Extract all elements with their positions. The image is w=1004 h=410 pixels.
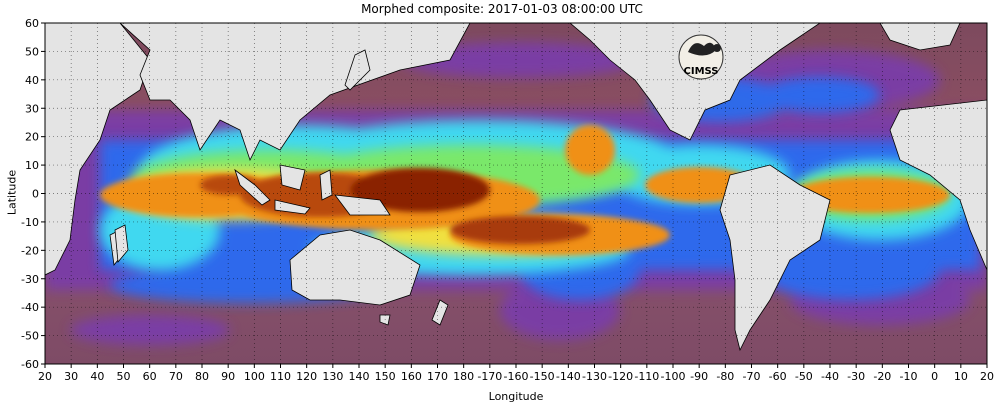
x-tick-label: 60 — [143, 370, 157, 383]
y-tick-label: 40 — [25, 74, 39, 87]
chart-title: Morphed composite: 2017-01-03 08:00:00 U… — [361, 2, 643, 16]
x-tick-label: -100 — [661, 370, 686, 383]
y-tick-label: -10 — [21, 216, 39, 229]
y-tick-label: 50 — [25, 45, 39, 58]
y-tick-label: -30 — [21, 273, 39, 286]
x-tick-label: -150 — [530, 370, 555, 383]
x-tick-label: 100 — [244, 370, 265, 383]
y-tick-label: 60 — [25, 17, 39, 30]
x-tick-label: 10 — [954, 370, 968, 383]
map-grid — [45, 23, 987, 364]
x-tick-label: -120 — [608, 370, 633, 383]
x-tick-label: 120 — [296, 370, 317, 383]
x-tick-label: -160 — [504, 370, 529, 383]
x-tick-label: -70 — [743, 370, 761, 383]
x-tick-label: 160 — [401, 370, 422, 383]
x-tick-label: -40 — [821, 370, 839, 383]
x-tick-label: -140 — [556, 370, 581, 383]
x-tick-label: 150 — [375, 370, 396, 383]
y-tick-label: 30 — [25, 102, 39, 115]
logo-text: CIMSS — [684, 66, 719, 77]
x-tick-label: 40 — [90, 370, 104, 383]
x-tick-label: 110 — [270, 370, 291, 383]
x-tick-label: 130 — [322, 370, 343, 383]
x-tick-label: 90 — [221, 370, 235, 383]
x-tick-label: 50 — [117, 370, 131, 383]
y-tick-label: 10 — [25, 159, 39, 172]
x-tick-label: 180 — [453, 370, 474, 383]
x-tick-label: 20 — [980, 370, 994, 383]
x-tick-label: -50 — [795, 370, 813, 383]
x-tick-label: 30 — [64, 370, 78, 383]
land-masses — [45, 23, 987, 352]
y-tick-label: -50 — [21, 330, 39, 343]
y-tick-label: -60 — [21, 358, 39, 371]
x-tick-label: 170 — [427, 370, 448, 383]
x-tick-label: -80 — [716, 370, 734, 383]
x-tick-label: -170 — [477, 370, 502, 383]
y-tick-label: -20 — [21, 244, 39, 257]
y-tick-label: 0 — [32, 188, 39, 201]
x-tick-label: 0 — [931, 370, 938, 383]
x-tick-label: 80 — [195, 370, 209, 383]
x-tick-label: 70 — [169, 370, 183, 383]
x-tick-label: -30 — [847, 370, 865, 383]
x-tick-label: -60 — [769, 370, 787, 383]
x-axis-label: Longitude — [488, 390, 544, 403]
y-tick-label: -40 — [21, 301, 39, 314]
x-tick-label: -20 — [873, 370, 891, 383]
moisture-field — [45, 23, 987, 364]
x-tick-label: -10 — [900, 370, 918, 383]
cimss-logo: CIMSS — [678, 34, 724, 80]
x-tick-label: 20 — [38, 370, 52, 383]
x-tick-label: -90 — [690, 370, 708, 383]
x-tick-label: -110 — [634, 370, 659, 383]
y-tick-label: 20 — [25, 131, 39, 144]
x-tick-label: -130 — [582, 370, 607, 383]
x-axis-ticks: 20 30 40 50 60 70 80 90 100 110 120 130 140 150 160 170… — [38, 364, 994, 383]
y-axis-ticks: 60 50 40 30 20 10 0 -10 -20 -30 -40 -50 -60 — [21, 17, 45, 371]
x-tick-label: 140 — [349, 370, 370, 383]
